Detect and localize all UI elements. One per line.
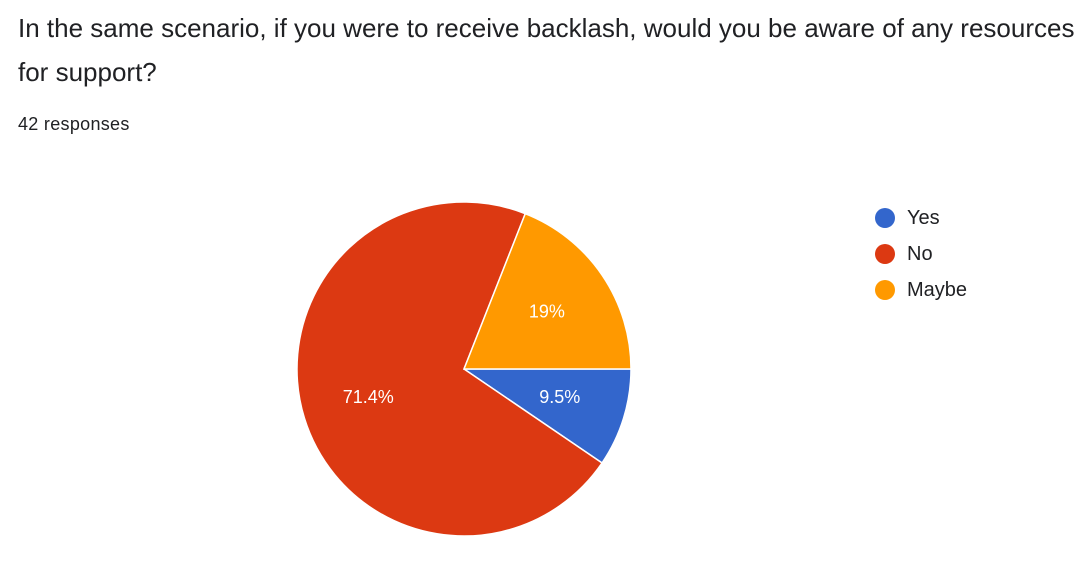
pie-label-no: 71.4%: [343, 387, 394, 407]
legend-label: Yes: [907, 206, 940, 229]
pie-slice-yes: [461, 368, 632, 464]
pie-slices: [296, 201, 632, 537]
legend-label: Maybe: [907, 278, 968, 301]
legend-swatch-icon: [875, 208, 895, 228]
pie-label-maybe: 19%: [529, 301, 565, 321]
legend-swatch-icon: [875, 280, 895, 300]
legend-item-yes[interactable]: Yes: [875, 200, 967, 236]
chart-legend: Yes No Maybe: [875, 200, 967, 308]
question-title: In the same scenario, if you were to rec…: [18, 13, 1075, 87]
pie-slice-labels: 9.5% 71.4% 19%: [343, 301, 581, 407]
legend-item-no[interactable]: No: [875, 236, 967, 272]
legend-item-maybe[interactable]: Maybe: [875, 272, 967, 308]
legend-swatch-icon: [875, 244, 895, 264]
pie-slice-maybe: [462, 212, 632, 370]
pie-slice-no: [296, 201, 604, 537]
response-count: 42 responses: [18, 114, 130, 134]
pie-label-yes: 9.5%: [539, 387, 580, 407]
legend-label: No: [907, 242, 933, 265]
